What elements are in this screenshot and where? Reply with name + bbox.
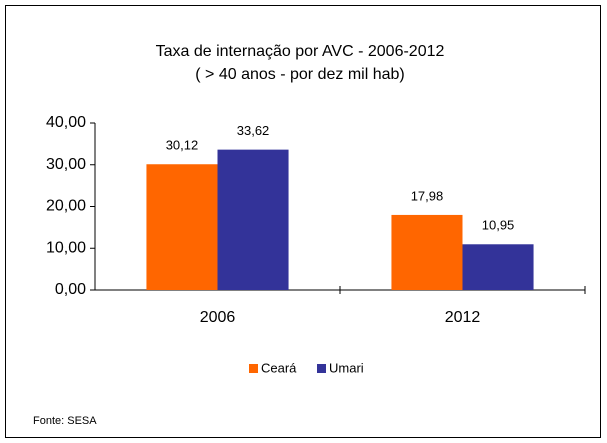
value-label: 33,62 <box>237 123 270 138</box>
bar <box>391 214 463 290</box>
legend-label: Umari <box>329 360 364 375</box>
value-label: 10,95 <box>482 218 515 233</box>
y-tick-label: 0,00 <box>55 281 86 298</box>
chart-title: Taxa de internação por AVC - 2006-2012 <box>156 43 445 60</box>
legend-swatch <box>249 364 258 373</box>
y-tick-label: 10,00 <box>46 239 86 256</box>
bar <box>146 164 218 290</box>
value-label: 17,98 <box>411 188 444 203</box>
bar <box>462 244 534 290</box>
y-tick-label: 20,00 <box>46 198 86 215</box>
bar <box>217 149 289 290</box>
legend-label: Ceará <box>261 360 297 375</box>
chart-subtitle: ( > 40 anos - por dez mil hab) <box>195 66 404 83</box>
x-tick-label: 2012 <box>445 309 481 326</box>
source-note: Fonte: SESA <box>33 415 97 427</box>
y-tick-label: 40,00 <box>46 114 86 131</box>
chart-border <box>5 5 601 438</box>
legend-swatch <box>317 364 326 373</box>
y-tick-label: 30,00 <box>46 156 86 173</box>
value-label: 30,12 <box>166 138 199 153</box>
x-tick-label: 2006 <box>200 309 236 326</box>
